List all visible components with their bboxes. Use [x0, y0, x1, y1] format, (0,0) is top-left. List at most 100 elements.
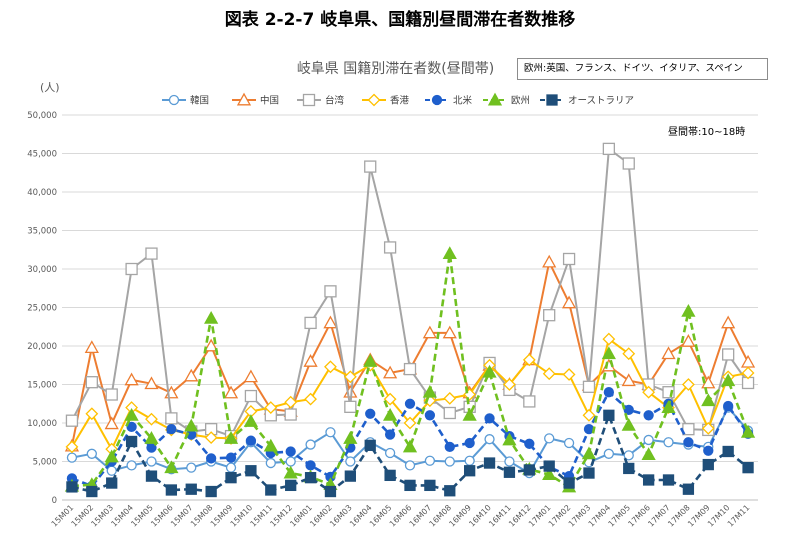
legend-marker — [487, 92, 503, 106]
data-point — [424, 479, 436, 492]
legend-marker — [431, 94, 443, 106]
data-point — [681, 304, 696, 317]
data-point — [225, 462, 237, 473]
data-point — [562, 368, 576, 381]
data-point — [622, 347, 636, 361]
data-point — [265, 484, 277, 496]
data-point — [323, 315, 338, 329]
data-point — [583, 467, 595, 479]
data-point — [383, 407, 398, 421]
data-point — [523, 395, 536, 408]
data-point — [184, 418, 199, 432]
data-point — [344, 470, 356, 482]
data-point — [284, 408, 297, 421]
data-point — [582, 408, 596, 422]
data-point — [682, 483, 695, 495]
data-point — [442, 246, 457, 260]
data-point — [205, 485, 217, 498]
data-point — [186, 462, 197, 473]
y-tick-label: 15,000 — [27, 381, 57, 391]
data-point — [442, 325, 457, 339]
data-point — [662, 386, 675, 399]
data-point — [422, 325, 437, 339]
legend-label: 台湾 — [325, 95, 345, 107]
data-point — [324, 285, 337, 298]
data-point — [542, 254, 557, 268]
data-point — [403, 362, 417, 376]
data-point — [404, 460, 416, 471]
y-tick-label: 30,000 — [27, 265, 57, 275]
data-point — [305, 460, 316, 471]
data-point — [742, 462, 754, 474]
data-point — [344, 400, 357, 413]
data-point — [422, 384, 437, 398]
data-point — [384, 469, 396, 482]
data-point — [283, 465, 298, 479]
legend-label: 北米 — [453, 95, 473, 107]
data-point — [223, 385, 239, 399]
data-point — [225, 472, 237, 484]
data-point — [602, 332, 616, 346]
series-2 — [65, 142, 755, 443]
data-point — [384, 429, 396, 440]
data-point — [204, 310, 219, 324]
data-point — [265, 457, 276, 469]
legend-marker — [302, 93, 316, 107]
data-point — [305, 439, 316, 450]
data-point — [424, 410, 436, 421]
data-point — [542, 367, 556, 381]
data-point — [245, 435, 257, 446]
x-tick-label: 17M11 — [726, 503, 752, 529]
data-point — [424, 455, 436, 466]
data-point — [484, 413, 495, 424]
data-point — [523, 464, 535, 476]
data-point — [404, 479, 416, 492]
data-point — [85, 376, 98, 389]
data-point — [443, 391, 457, 405]
data-point — [543, 460, 555, 472]
data-point — [601, 346, 616, 360]
data-point — [86, 485, 98, 498]
data-point — [721, 373, 736, 387]
data-point — [106, 465, 117, 476]
data-point — [623, 404, 634, 416]
data-point — [166, 424, 177, 435]
data-point — [444, 456, 455, 467]
y-tick-label: 50,000 — [27, 111, 57, 121]
data-point — [721, 315, 736, 329]
legend-label: 中国 — [260, 95, 279, 107]
y-tick-label: 20,000 — [27, 342, 57, 352]
data-point — [662, 474, 675, 486]
data-point — [304, 392, 317, 406]
data-point — [483, 457, 496, 469]
data-point — [225, 452, 237, 463]
data-point — [524, 438, 535, 449]
data-point — [303, 354, 318, 367]
data-point — [643, 434, 654, 446]
data-point — [642, 385, 656, 399]
data-point — [484, 434, 495, 445]
data-point — [145, 247, 158, 260]
data-point — [383, 392, 397, 406]
data-point — [681, 334, 696, 347]
data-point — [643, 410, 654, 421]
data-point — [522, 353, 536, 367]
series-line — [71, 252, 750, 489]
series-4 — [66, 387, 754, 492]
data-point — [106, 477, 118, 489]
data-point — [443, 406, 456, 420]
legend-marker — [168, 94, 180, 106]
data-point — [66, 452, 78, 463]
data-point — [701, 393, 716, 407]
data-point — [205, 453, 217, 464]
data-point — [602, 142, 616, 156]
legend-marker — [236, 92, 252, 106]
x-tick-labels: 15M0115M0215M0315M0415M0515M0615M0715M08… — [50, 503, 752, 529]
data-point — [661, 400, 676, 414]
data-point — [504, 456, 515, 467]
data-point — [603, 387, 615, 398]
data-point — [304, 472, 317, 484]
data-point — [125, 262, 138, 276]
data-point — [563, 437, 575, 449]
data-point — [403, 416, 417, 430]
